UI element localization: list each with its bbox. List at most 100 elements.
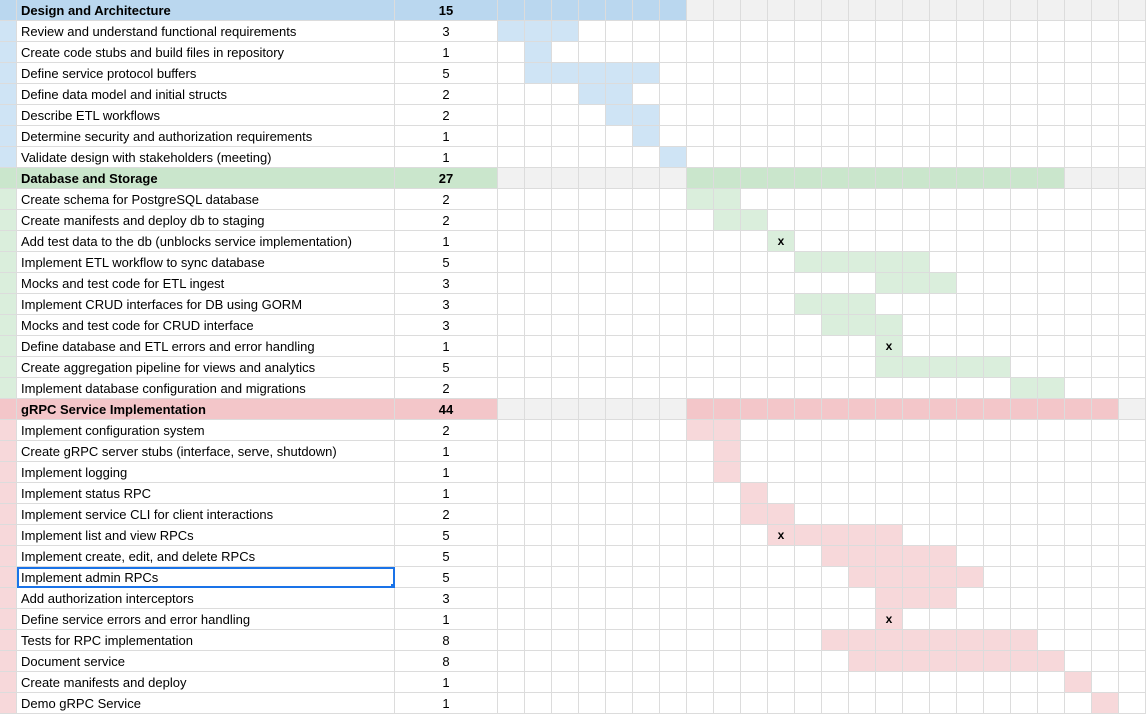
task-day <box>1065 588 1092 609</box>
task-day <box>1065 357 1092 378</box>
task-days[interactable]: 5 <box>395 546 498 567</box>
phase-total-days[interactable]: 15 <box>395 0 498 21</box>
task-day <box>1092 21 1119 42</box>
task-days[interactable]: 2 <box>395 84 498 105</box>
task-day <box>903 273 930 294</box>
task-days[interactable]: 1 <box>395 483 498 504</box>
task-day <box>498 672 525 693</box>
task-name[interactable]: Mocks and test code for CRUD interface <box>17 315 395 336</box>
task-day <box>903 105 930 126</box>
task-name[interactable]: Implement configuration system <box>17 420 395 441</box>
task-days[interactable]: 5 <box>395 525 498 546</box>
task-day <box>714 420 741 441</box>
task-days[interactable]: 5 <box>395 252 498 273</box>
task-name[interactable]: Implement CRUD interfaces for DB using G… <box>17 294 395 315</box>
task-days[interactable]: 1 <box>395 126 498 147</box>
task-day <box>1092 420 1119 441</box>
task-days[interactable]: 8 <box>395 651 498 672</box>
task-day <box>606 294 633 315</box>
phase-header-day <box>984 0 1011 21</box>
task-days[interactable]: 2 <box>395 378 498 399</box>
task-days[interactable]: 1 <box>395 672 498 693</box>
task-days[interactable]: 1 <box>395 42 498 63</box>
task-name[interactable]: Create gRPC server stubs (interface, ser… <box>17 441 395 462</box>
phase-total-days[interactable]: 44 <box>395 399 498 420</box>
task-day <box>1011 252 1038 273</box>
task-name[interactable]: Define service errors and error handling <box>17 609 395 630</box>
phase-title[interactable]: Design and Architecture <box>17 0 395 21</box>
task-name[interactable]: Mocks and test code for ETL ingest <box>17 273 395 294</box>
task-day <box>849 693 876 714</box>
task-name[interactable]: Implement database configuration and mig… <box>17 378 395 399</box>
task-day <box>741 315 768 336</box>
task-days[interactable]: 3 <box>395 315 498 336</box>
task-days[interactable]: 2 <box>395 210 498 231</box>
task-days[interactable]: 1 <box>395 609 498 630</box>
task-days[interactable]: 5 <box>395 567 498 588</box>
task-day <box>1092 252 1119 273</box>
task-day <box>876 651 903 672</box>
task-days[interactable]: 5 <box>395 63 498 84</box>
task-days[interactable]: 1 <box>395 441 498 462</box>
task-day <box>984 630 1011 651</box>
task-day <box>795 672 822 693</box>
task-name[interactable]: Document service <box>17 651 395 672</box>
task-name[interactable]: Review and understand functional require… <box>17 21 395 42</box>
task-day <box>606 21 633 42</box>
task-name[interactable]: Implement list and view RPCs <box>17 525 395 546</box>
task-name[interactable]: Implement service CLI for client interac… <box>17 504 395 525</box>
task-name[interactable]: Add authorization interceptors <box>17 588 395 609</box>
task-days[interactable]: 2 <box>395 105 498 126</box>
task-days[interactable]: 1 <box>395 147 498 168</box>
task-name[interactable]: Describe ETL workflows <box>17 105 395 126</box>
task-day <box>1092 147 1119 168</box>
task-days[interactable]: 2 <box>395 504 498 525</box>
phase-title[interactable]: gRPC Service Implementation <box>17 399 395 420</box>
task-day <box>498 315 525 336</box>
task-day <box>1065 231 1092 252</box>
task-days[interactable]: 1 <box>395 462 498 483</box>
task-day <box>957 357 984 378</box>
task-name[interactable]: Demo gRPC Service <box>17 693 395 714</box>
task-day <box>984 504 1011 525</box>
task-name[interactable]: Validate design with stakeholders (meeti… <box>17 147 395 168</box>
task-days[interactable]: 3 <box>395 273 498 294</box>
task-name[interactable]: Define database and ETL errors and error… <box>17 336 395 357</box>
task-name[interactable]: Define service protocol buffers <box>17 63 395 84</box>
task-day <box>1038 273 1065 294</box>
task-day <box>660 588 687 609</box>
task-day <box>876 21 903 42</box>
task-days[interactable]: 3 <box>395 588 498 609</box>
task-days[interactable]: 1 <box>395 693 498 714</box>
task-days[interactable]: 3 <box>395 294 498 315</box>
phase-header-day <box>1038 399 1065 420</box>
task-name[interactable]: Create aggregation pipeline for views an… <box>17 357 395 378</box>
task-day <box>876 630 903 651</box>
task-name[interactable]: Determine security and authorization req… <box>17 126 395 147</box>
task-days[interactable]: 1 <box>395 231 498 252</box>
task-name[interactable]: Implement logging <box>17 462 395 483</box>
task-day <box>714 630 741 651</box>
task-name[interactable]: Tests for RPC implementation <box>17 630 395 651</box>
task-days[interactable]: 1 <box>395 336 498 357</box>
task-days[interactable]: 2 <box>395 420 498 441</box>
task-day <box>1011 483 1038 504</box>
task-days[interactable]: 2 <box>395 189 498 210</box>
task-day <box>957 378 984 399</box>
task-name[interactable]: Create manifests and deploy db to stagin… <box>17 210 395 231</box>
task-name[interactable]: Create schema for PostgreSQL database <box>17 189 395 210</box>
task-name[interactable]: Create code stubs and build files in rep… <box>17 42 395 63</box>
task-name[interactable]: Implement admin RPCs <box>17 567 395 588</box>
phase-total-days[interactable]: 27 <box>395 168 498 189</box>
task-days[interactable]: 8 <box>395 630 498 651</box>
task-name[interactable]: Add test data to the db (unblocks servic… <box>17 231 395 252</box>
task-name[interactable]: Implement status RPC <box>17 483 395 504</box>
task-day <box>1092 483 1119 504</box>
task-name[interactable]: Create manifests and deploy <box>17 672 395 693</box>
task-name[interactable]: Implement ETL workflow to sync database <box>17 252 395 273</box>
task-days[interactable]: 5 <box>395 357 498 378</box>
task-name[interactable]: Define data model and initial structs <box>17 84 395 105</box>
phase-title[interactable]: Database and Storage <box>17 168 395 189</box>
task-days[interactable]: 3 <box>395 21 498 42</box>
task-name[interactable]: Implement create, edit, and delete RPCs <box>17 546 395 567</box>
